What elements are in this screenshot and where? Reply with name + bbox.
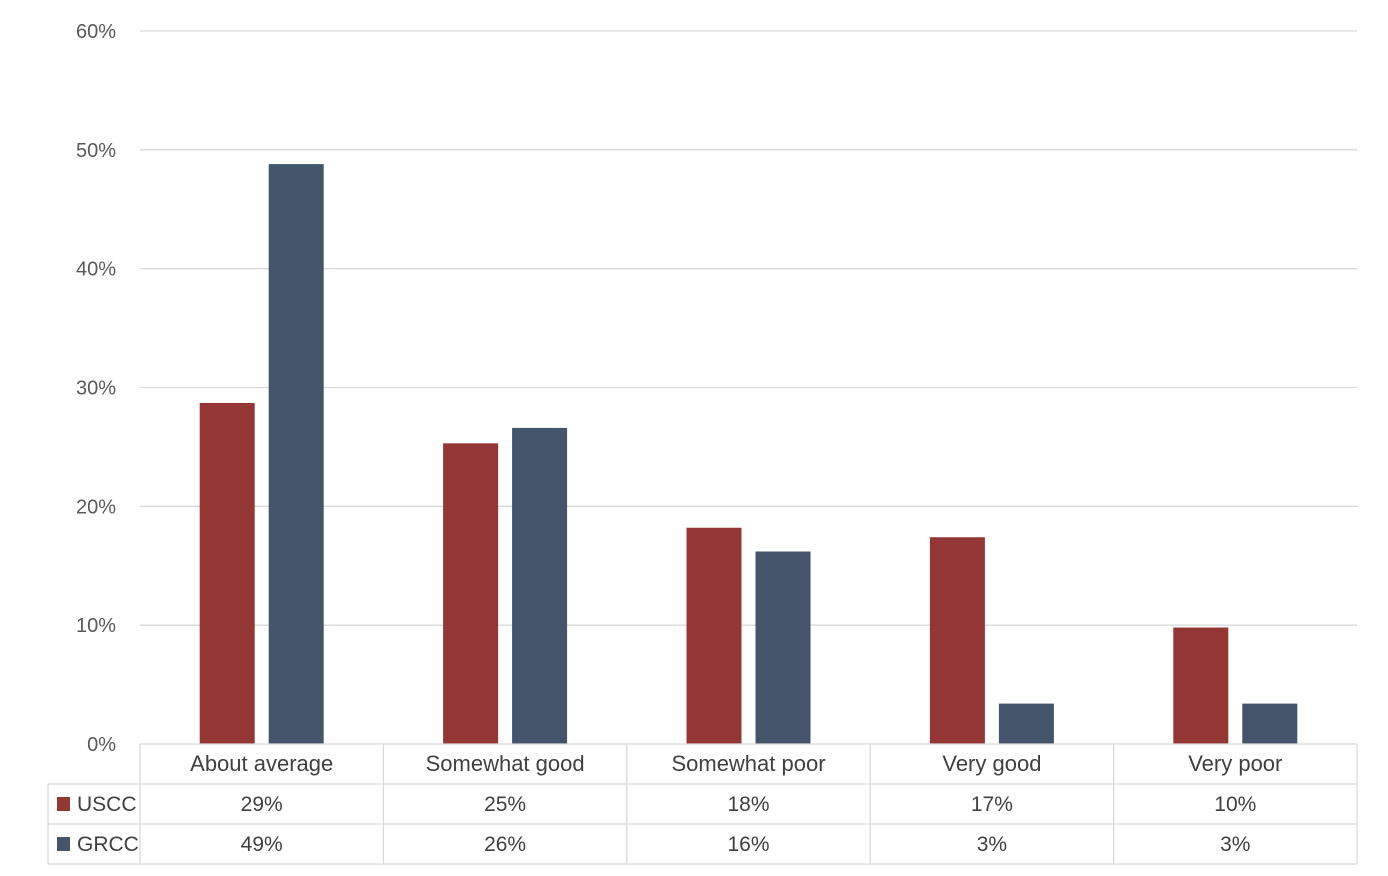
- y-tick-label: 10%: [76, 615, 116, 637]
- bar-uscc-2: [686, 527, 742, 744]
- data-label-grcc: 16%: [727, 833, 769, 856]
- bars: [199, 164, 1298, 745]
- category-label: Very poor: [1188, 751, 1282, 776]
- y-tick-label: 0%: [87, 734, 116, 756]
- y-tick-label: 30%: [76, 378, 116, 400]
- data-label-uscc: 17%: [971, 793, 1013, 816]
- bar-uscc-0: [199, 402, 255, 744]
- data-label-grcc: 26%: [484, 833, 526, 856]
- bar-grcc-2: [755, 551, 811, 744]
- y-tick-label: 20%: [76, 496, 116, 518]
- legend-swatch-uscc: [57, 797, 70, 811]
- bar-uscc-1: [443, 443, 499, 744]
- y-tick-label: 50%: [76, 140, 116, 162]
- bar-grcc-4: [1242, 703, 1298, 744]
- data-label-grcc: 49%: [241, 833, 283, 856]
- bar-uscc-4: [1173, 627, 1229, 744]
- category-label: Somewhat poor: [671, 751, 825, 776]
- category-label: About average: [190, 751, 333, 776]
- series-name-grcc: GRCC: [77, 833, 139, 856]
- category-label: Very good: [942, 751, 1041, 776]
- data-label-uscc: 25%: [484, 793, 526, 816]
- data-table: About average Somewhat good Somewhat poor V…: [47, 743, 1358, 865]
- series-name-uscc: USCC: [77, 793, 137, 816]
- bar-grcc-3: [998, 703, 1054, 744]
- gridlines: [140, 30, 1357, 626]
- legend-swatch-grcc: [57, 837, 70, 851]
- data-label-uscc: 29%: [241, 793, 283, 816]
- category-label: Somewhat good: [426, 751, 585, 776]
- data-label-uscc: 10%: [1214, 793, 1256, 816]
- data-label-uscc: 18%: [727, 793, 769, 816]
- data-label-grcc: 3%: [1220, 833, 1250, 856]
- y-tick-label: 60%: [76, 21, 116, 43]
- bar-grcc-1: [512, 427, 568, 744]
- y-axis-ticks: 0% 10% 20% 30% 40% 50% 60%: [76, 21, 116, 756]
- bar-uscc-3: [929, 537, 985, 744]
- y-tick-label: 40%: [76, 259, 116, 281]
- data-label-grcc: 3%: [977, 833, 1007, 856]
- bar-grcc-0: [268, 164, 324, 745]
